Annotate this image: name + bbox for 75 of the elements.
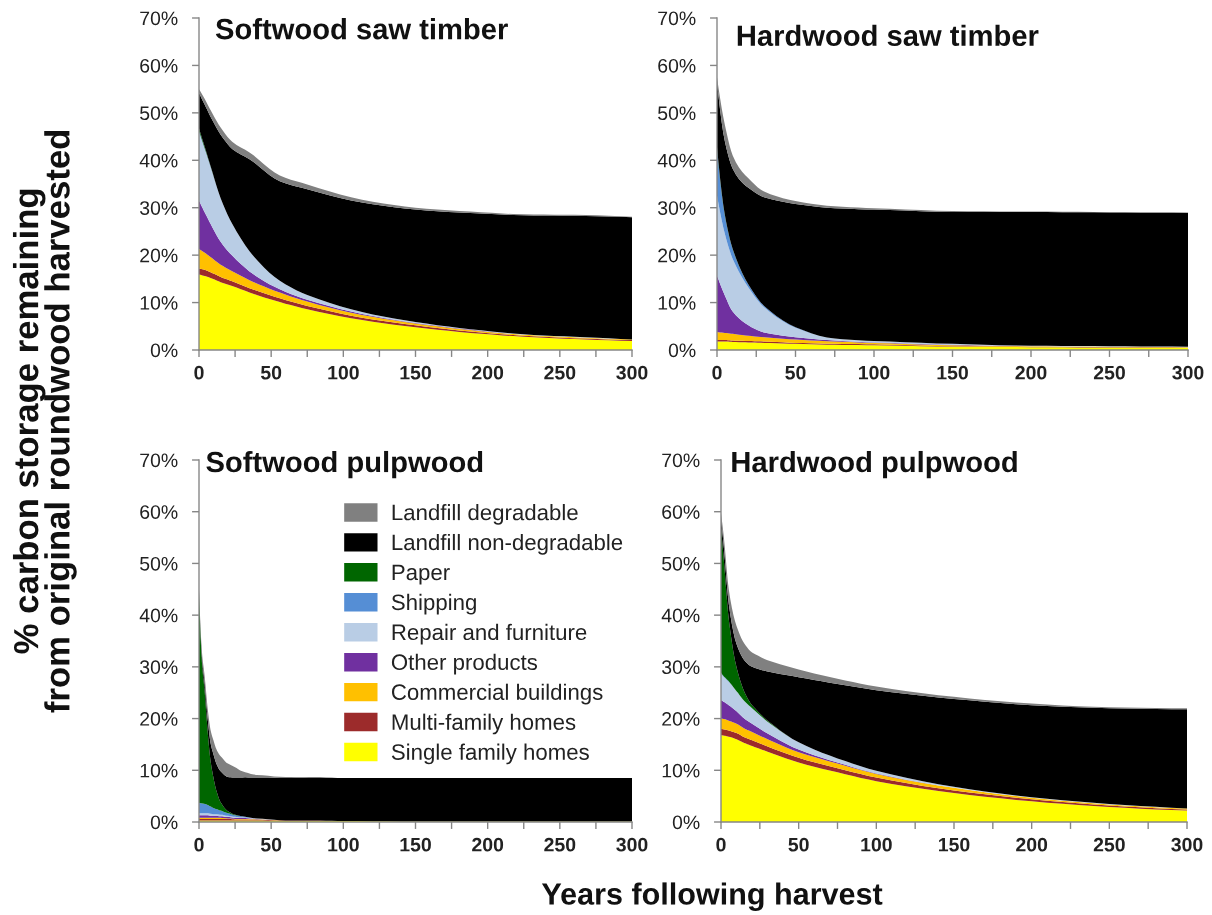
chart-title: Softwood saw timber xyxy=(215,18,508,40)
legend-label: Commercial buildings xyxy=(391,683,603,705)
y-tick-label: 50% xyxy=(140,106,178,121)
x-tick-label: 200 xyxy=(472,365,504,380)
y-tick-label: 40% xyxy=(661,608,700,623)
x-tick-label: 300 xyxy=(1172,365,1204,380)
x-tick-label: 100 xyxy=(328,365,359,380)
y-tick-label: 10% xyxy=(140,763,178,778)
legend-label: Repair and furniture xyxy=(392,623,587,645)
y-tick-label: 10% xyxy=(140,296,178,310)
y-tick-label: 0% xyxy=(150,343,178,358)
legend-label: Landfill degradable xyxy=(392,504,578,525)
y-tick-label: 70% xyxy=(140,453,178,468)
x-tick-label: 150 xyxy=(937,365,968,380)
legend-label: Shipping xyxy=(391,593,476,615)
x-tick-label: 0 xyxy=(194,365,204,380)
legend-label: Single family homes xyxy=(391,743,589,765)
y-tick-label: 40% xyxy=(139,608,178,623)
legend-label: Paper xyxy=(392,564,450,585)
y-tick-label: 20% xyxy=(140,712,178,726)
x-tick-label: 300 xyxy=(616,365,648,380)
y-tick-label: 20% xyxy=(140,248,178,263)
y-tick-label: 60% xyxy=(658,58,696,73)
x-tick-label: 200 xyxy=(1016,837,1048,852)
x-tick-label: 100 xyxy=(861,837,892,852)
x-tick-label: 150 xyxy=(400,837,431,852)
y-tick-label: 40% xyxy=(139,153,178,168)
y-tick-label: 70% xyxy=(662,453,700,468)
chart-title: Softwood pulpwood xyxy=(206,450,483,479)
y-tick-label: 30% xyxy=(657,201,696,215)
chart-title: Hardwood saw timber xyxy=(737,24,1039,47)
x-tick-label: 100 xyxy=(328,837,359,852)
y-tick-label: 60% xyxy=(140,505,178,519)
x-tick-label: 0 xyxy=(716,837,726,852)
legend-label: Multi-family homes xyxy=(392,713,576,735)
y-tick-label: 20% xyxy=(658,248,696,263)
x-tick-label: 0 xyxy=(194,837,204,852)
x-tick-label: 300 xyxy=(616,837,648,852)
x-tick-label: 250 xyxy=(544,365,576,380)
y-tick-label: 30% xyxy=(139,201,178,215)
x-tick-label: 50 xyxy=(788,837,809,852)
y-tick-label: 50% xyxy=(662,556,700,571)
x-tick-label: 200 xyxy=(472,837,504,852)
x-tick-label: 250 xyxy=(544,837,576,852)
y-tick-label: 50% xyxy=(658,106,696,121)
y-tick-label: 40% xyxy=(657,153,696,168)
x-tick-label: 250 xyxy=(1093,365,1125,380)
x-tick-label: 150 xyxy=(400,365,431,380)
y-tick-label: 60% xyxy=(662,505,700,519)
y-tick-label: 30% xyxy=(139,660,178,675)
x-tick-label: 200 xyxy=(1015,365,1047,380)
y-tick-label: 70% xyxy=(140,11,178,26)
chart-title: Hardwood pulpwood xyxy=(732,450,1017,479)
y-tick-label: 0% xyxy=(672,815,700,830)
y-tick-label: 70% xyxy=(658,11,696,26)
x-tick-label: 50 xyxy=(260,365,282,380)
x-tick-label: 50 xyxy=(785,365,806,380)
legend-label: Landfill non-degradable xyxy=(392,533,623,555)
x-tick-label: 300 xyxy=(1171,837,1203,852)
x-tick-label: 0 xyxy=(712,365,722,380)
y-tick-label: 0% xyxy=(150,815,178,830)
y-tick-label: 50% xyxy=(140,556,178,571)
y-tick-label: 10% xyxy=(662,763,700,778)
x-axis-title: Years following harvest xyxy=(541,882,883,912)
legend-label: Other products xyxy=(391,653,538,675)
x-tick-label: 50 xyxy=(260,837,282,852)
y-tick-label: 20% xyxy=(662,712,700,726)
y-tick-label: 0% xyxy=(668,343,696,358)
y-tick-label: 10% xyxy=(658,296,696,310)
x-tick-label: 100 xyxy=(859,365,890,380)
y-axis-title: % carbon storage remaining from original roundwood harvested xyxy=(12,130,77,713)
x-tick-label: 150 xyxy=(939,837,970,852)
x-tick-label: 250 xyxy=(1093,837,1125,852)
y-tick-label: 30% xyxy=(661,660,700,675)
y-tick-label: 60% xyxy=(140,58,178,73)
